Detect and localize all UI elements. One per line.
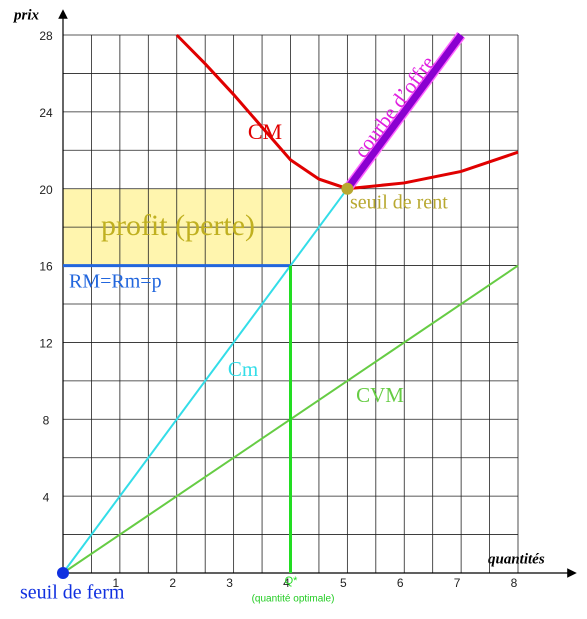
y-tick-label: 4 [43,490,50,504]
y-tick-label: 12 [39,337,53,351]
x-tick-label: 4 [283,576,290,590]
curve-label: CVM [356,383,404,407]
point-label: seuil de rent [350,192,448,214]
y-tick-label: 28 [39,29,53,43]
x-tick-label: 2 [169,576,176,590]
x-tick-label: 6 [397,576,404,590]
curve [175,33,519,191]
point-label: seuil de ferm [20,582,125,604]
x-tick-label: 8 [511,576,518,590]
x-tick-label: 7 [454,576,461,590]
curve [344,32,464,191]
y-axis-label: prix [12,7,40,23]
y-tick-label: 8 [43,413,50,427]
x-tick-label: 5 [340,576,347,590]
y-tick-label: 24 [39,106,53,120]
point [57,567,69,579]
region-label: profit (perte) [101,209,255,242]
curve [62,188,349,574]
curve-label: RM=Rm=p [69,271,162,293]
y-tick-label: 16 [39,260,53,274]
y-tick-label: 20 [39,183,53,197]
x-tick-label: 3 [226,576,233,590]
annotation: (quantité optimale) [252,594,335,605]
curve-label: Cm [228,357,258,381]
curve-label: courbe d’offre [349,51,440,162]
curve-label: Q* [285,575,299,587]
point [341,182,354,195]
x-tick-label: 1 [113,576,120,590]
curve-label: CM [248,119,282,144]
x-axis-label: quantités [488,551,545,567]
